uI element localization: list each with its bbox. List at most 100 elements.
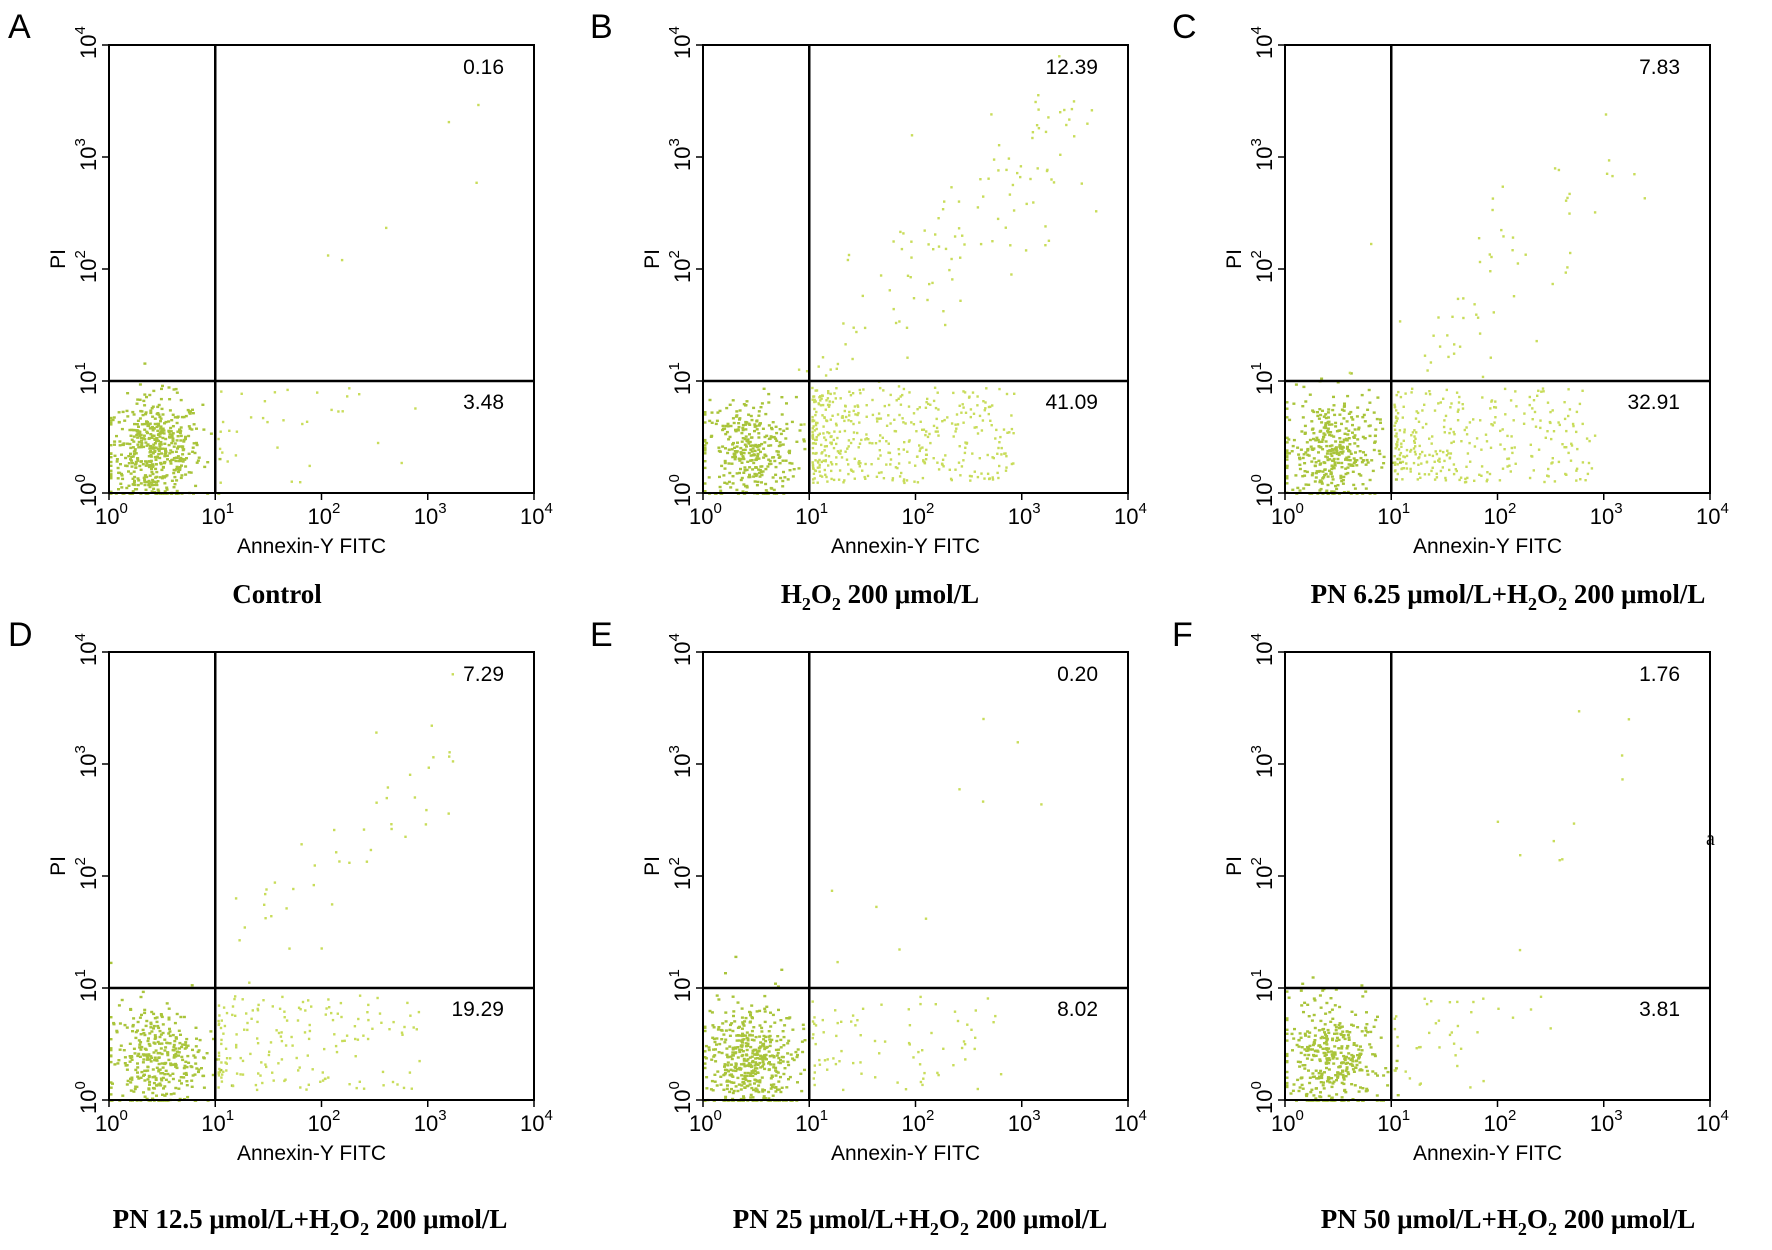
event-dot <box>264 917 267 920</box>
event-dot <box>870 463 873 466</box>
event-dot <box>130 1055 133 1058</box>
event-dot <box>1446 334 1449 337</box>
event-dot <box>952 1064 955 1067</box>
event-dot <box>1427 473 1431 476</box>
event-dot <box>129 1077 132 1080</box>
event-dot <box>1352 435 1356 439</box>
x-tick-base: 10 <box>1377 504 1401 529</box>
event-dot <box>703 460 707 463</box>
event-dot <box>863 326 867 330</box>
event-dot <box>839 397 842 400</box>
event-dot <box>746 1064 750 1067</box>
event-dot <box>1352 1070 1356 1073</box>
event-dot <box>955 427 958 430</box>
event-dot <box>167 430 171 433</box>
event-dot <box>115 460 119 463</box>
event-dot <box>1346 1061 1349 1065</box>
x-tick-label: 100 <box>689 500 722 529</box>
event-dot <box>159 420 162 423</box>
event-dot <box>116 1062 120 1065</box>
y-tick-label: 104 <box>1248 26 1277 59</box>
y-tick-exp: 0 <box>1248 1081 1265 1089</box>
event-dot <box>1403 455 1407 459</box>
event-dot <box>256 1037 259 1040</box>
event-dot <box>708 1009 712 1013</box>
event-dot <box>902 448 905 451</box>
event-dot <box>1296 486 1300 490</box>
event-dot <box>148 1080 152 1084</box>
event-dot <box>717 1051 721 1054</box>
event-dot <box>1503 448 1506 451</box>
event-dot <box>182 1072 186 1075</box>
event-dot <box>1335 1057 1339 1060</box>
event-dot <box>1531 407 1534 410</box>
event-dot <box>1438 457 1441 460</box>
event-dot <box>1324 424 1328 427</box>
event-dot <box>177 1029 181 1032</box>
event-dot <box>840 1049 843 1053</box>
event-dot <box>834 1009 837 1012</box>
event-dot <box>788 451 791 455</box>
event-dot <box>1410 434 1413 437</box>
event-dot <box>1296 446 1300 449</box>
event-dot <box>378 1012 382 1015</box>
event-dot <box>976 1087 979 1091</box>
event-dot <box>1419 1045 1422 1049</box>
event-dot <box>743 1065 747 1068</box>
event-dot <box>1364 453 1368 457</box>
event-dot <box>769 1041 772 1044</box>
event-dot <box>241 1059 245 1063</box>
event-dot <box>743 466 747 469</box>
event-dot <box>175 489 179 493</box>
event-dot <box>356 1038 360 1041</box>
event-dot <box>750 1055 754 1058</box>
event-dot <box>759 1041 763 1044</box>
event-dot <box>132 452 136 456</box>
event-dot <box>1339 1051 1343 1054</box>
event-dot <box>1287 438 1291 441</box>
event-dot <box>961 403 964 406</box>
event-dot <box>191 408 194 411</box>
event-dot <box>951 278 954 281</box>
event-dot <box>1393 424 1396 427</box>
event-dot <box>843 479 846 482</box>
event-dot <box>400 1031 404 1034</box>
event-dot <box>175 391 179 394</box>
event-dot <box>187 434 191 438</box>
x-tick-label: 104 <box>1114 500 1147 529</box>
event-dot <box>772 1055 776 1058</box>
event-dot <box>887 403 891 407</box>
event-dot <box>1550 462 1553 465</box>
event-dot <box>120 453 123 456</box>
event-dot <box>1303 474 1307 477</box>
event-dot <box>261 416 265 420</box>
event-dot <box>219 1026 223 1030</box>
event-dot <box>1327 1068 1331 1071</box>
event-dot <box>143 480 147 484</box>
event-dot <box>859 462 862 465</box>
event-dot <box>823 1059 827 1062</box>
event-dot <box>268 1050 271 1053</box>
event-dot <box>1065 123 1068 127</box>
event-dot <box>761 1065 764 1068</box>
event-dot <box>1593 211 1597 214</box>
event-dot <box>777 1080 781 1083</box>
event-dot <box>1509 399 1513 402</box>
event-dot <box>847 253 851 257</box>
event-dot <box>743 1074 747 1078</box>
event-dot <box>830 889 834 892</box>
event-dot <box>159 417 163 420</box>
event-dot <box>767 458 771 461</box>
event-dot <box>769 1011 772 1014</box>
y-tick-base: 10 <box>670 483 695 507</box>
event-dot <box>164 450 168 454</box>
event-dot <box>152 389 156 393</box>
event-dot <box>151 480 155 483</box>
event-dot <box>984 407 987 410</box>
event-dot <box>145 480 149 484</box>
event-dot <box>222 1006 226 1009</box>
event-dot <box>1491 208 1494 212</box>
event-dot <box>858 460 861 463</box>
y-tick-label: 103 <box>666 138 695 171</box>
event-dot <box>109 961 113 965</box>
